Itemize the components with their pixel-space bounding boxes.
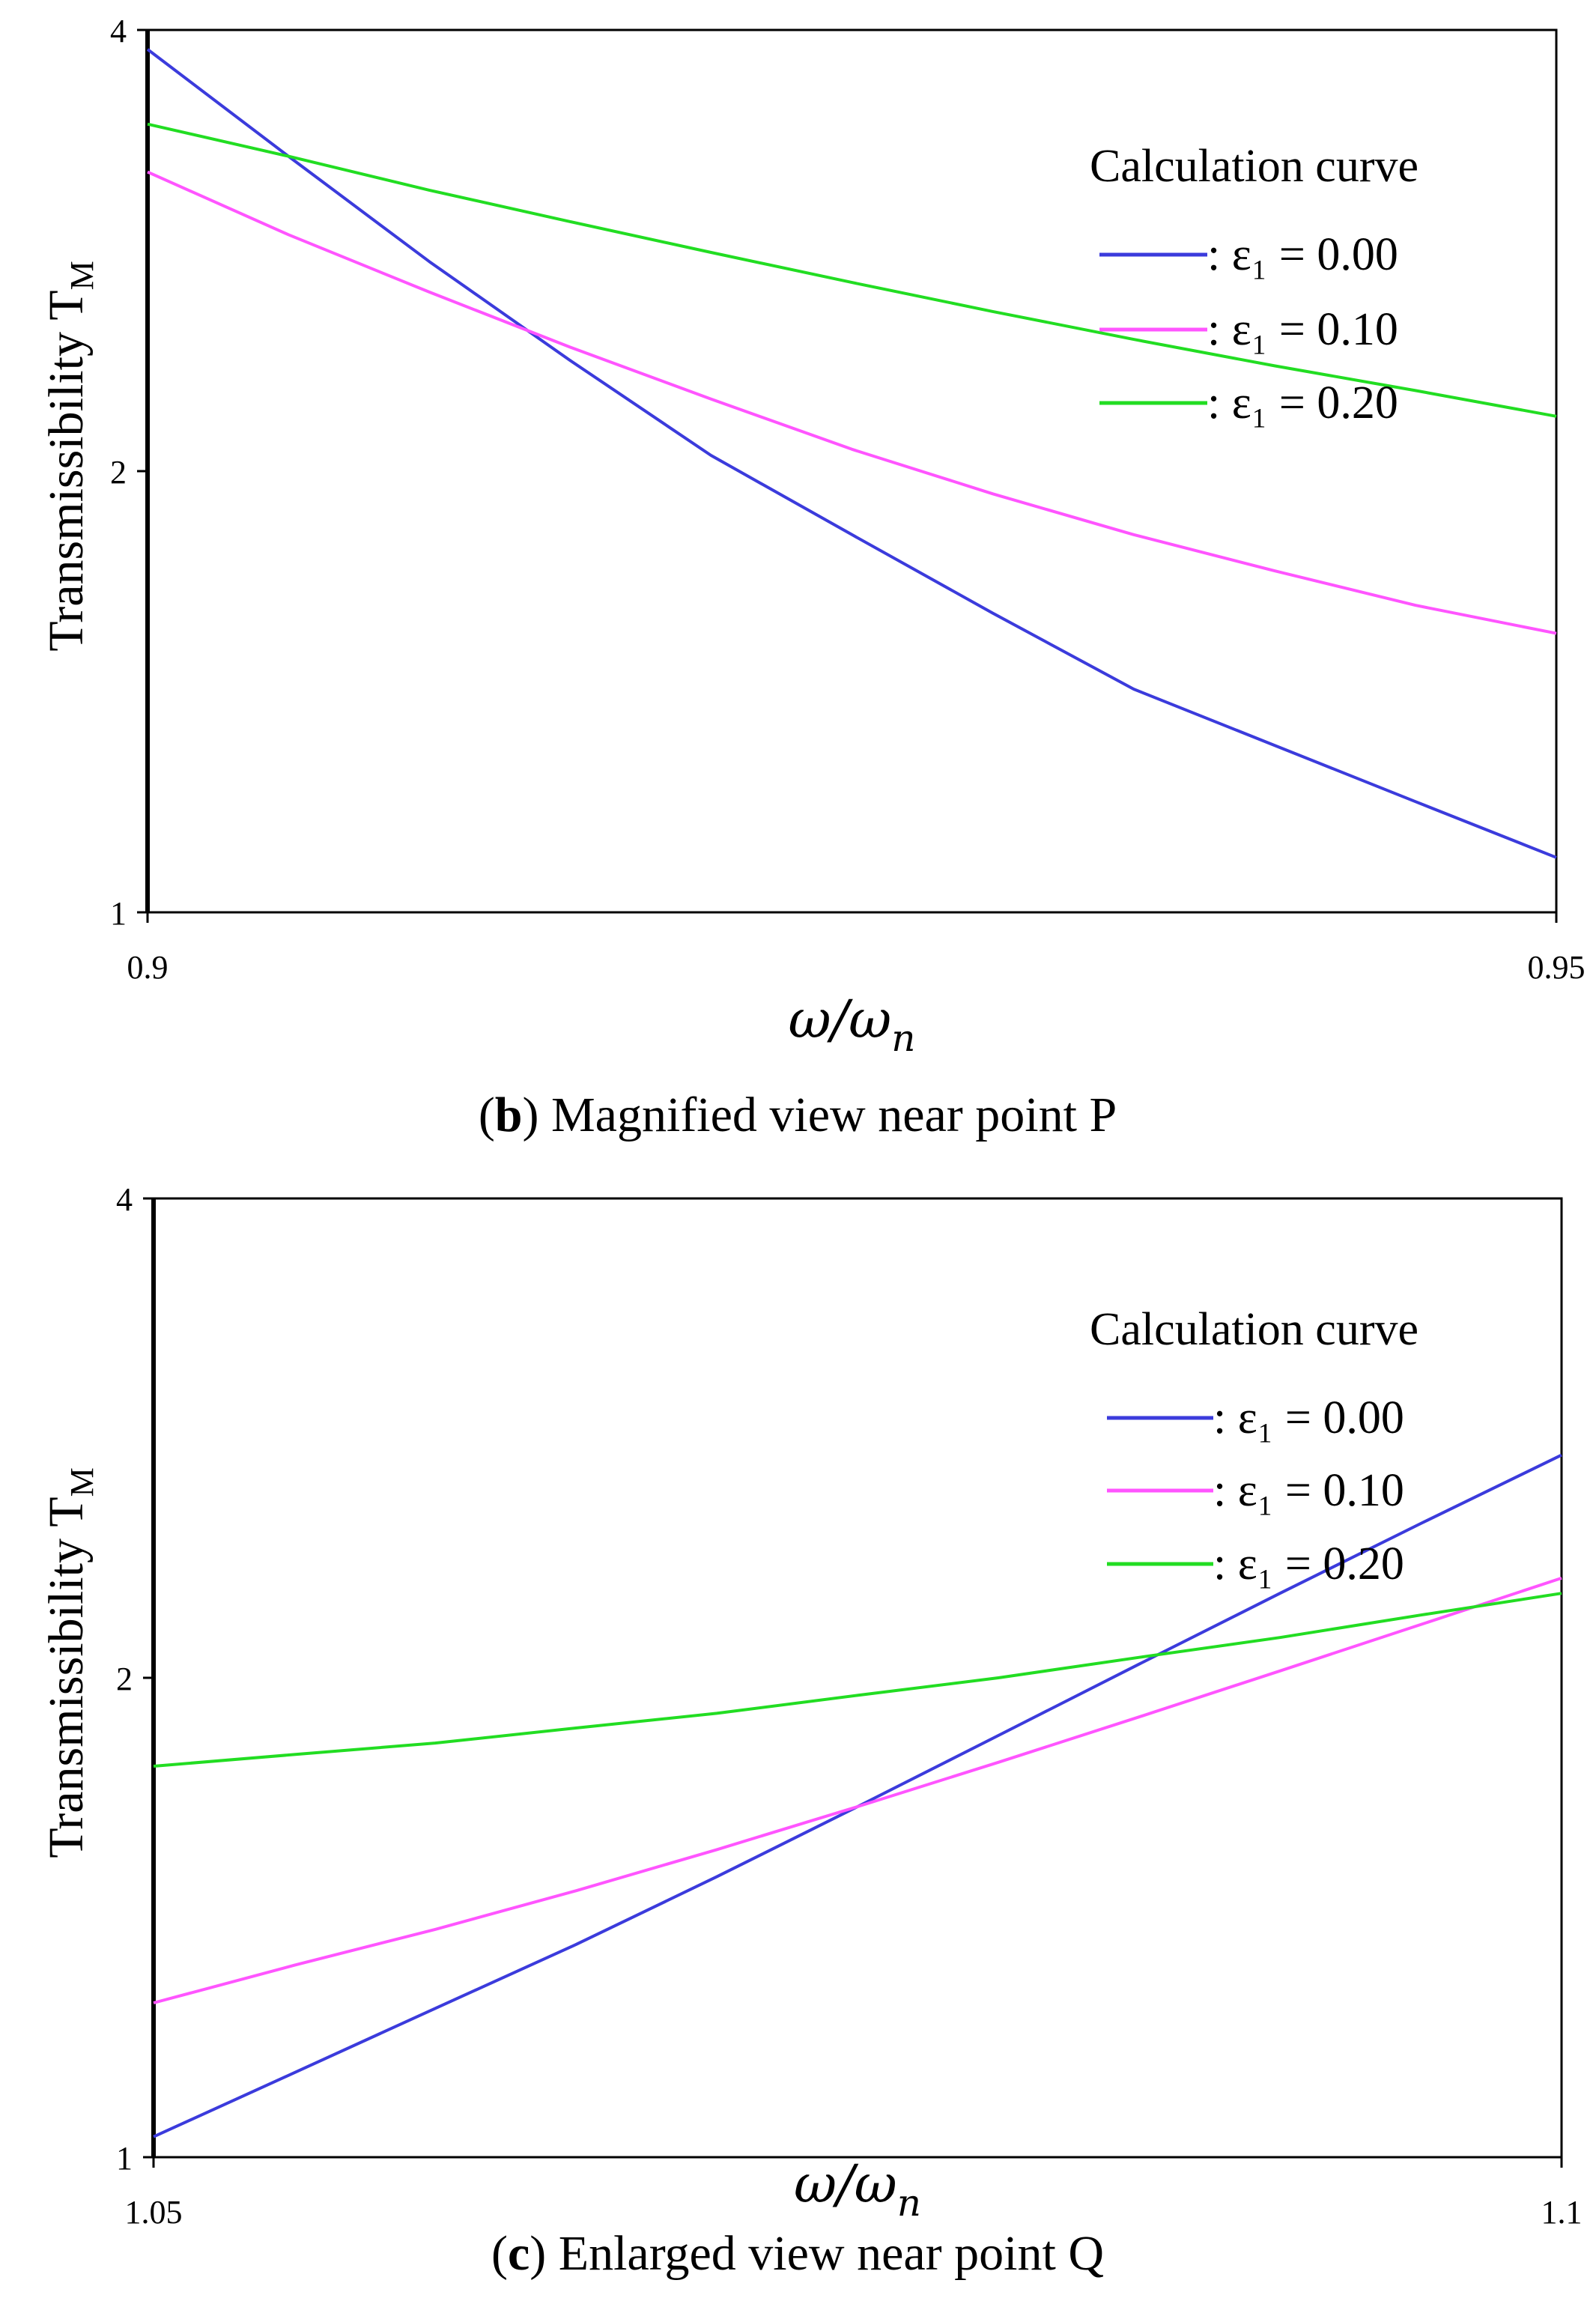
caption-close-paren: ) <box>523 1088 551 1142</box>
y-axis-label-text: Transmissibility T <box>39 1497 94 1858</box>
legend-entry-2: : ε₁ = 0.20 <box>1207 378 1398 428</box>
y-tick-label: 2 <box>110 454 127 491</box>
y-tick-label: 1 <box>116 2140 133 2177</box>
legend-entry-2: : ε₁ = 0.20 <box>1213 1538 1404 1589</box>
x-axis-label-text: ω/ω <box>789 989 892 1050</box>
y-axis-label-subscript: M <box>64 261 100 290</box>
y-tick-label: 1 <box>110 895 127 932</box>
y-axis-label: Transmissibility TM <box>39 261 100 651</box>
x-axis-label-subscript: n <box>891 1016 915 1060</box>
caption-text: Enlarged view near point Q <box>559 2226 1104 2281</box>
legend-entry-0: : ε₁ = 0.00 <box>1207 229 1398 280</box>
x-axis-label: ω/ωn <box>794 2153 921 2225</box>
y-tick-label: 4 <box>116 1181 133 1218</box>
series-line-2 <box>153 1592 1562 1768</box>
caption-letter: b <box>495 1088 523 1142</box>
x-tick-label: 1.05 <box>125 2194 183 2231</box>
legend: Calculation curve : ε₁ = 0.00 : ε₁ = 0.10:… <box>1090 1304 1419 1589</box>
x-tick-label: 0.9 <box>127 949 169 986</box>
legend-title: Calculation curve <box>1090 141 1419 192</box>
series-line-1 <box>153 1577 1562 2004</box>
y-axis-label-subscript: M <box>64 1467 100 1497</box>
x-tick-label: 0.95 <box>1528 949 1586 986</box>
caption-open-paren: ( <box>491 2226 508 2281</box>
figure-caption: (b) Magnified view near point P <box>479 1088 1117 1142</box>
caption-open-paren: ( <box>479 1088 495 1142</box>
x-axis-label-text: ω/ω <box>794 2153 897 2215</box>
y-tick-label: 2 <box>116 1661 133 1697</box>
legend-entry-1: : ε₁ = 0.10 <box>1207 304 1398 355</box>
x-axis-label: ω/ωn <box>789 989 916 1060</box>
legend: Calculation curve : ε₁ = 0.00 : ε₁ = 0.10:… <box>1090 141 1419 428</box>
x-axis-label-subscript: n <box>897 2181 921 2225</box>
x-tick-label: 1.1 <box>1541 2194 1583 2231</box>
y-axis-label-text: Transmissibility T <box>39 290 94 651</box>
caption-text: Magnified view near point P <box>551 1088 1117 1142</box>
caption-letter: c <box>508 2226 530 2281</box>
y-tick-label: 4 <box>110 13 127 49</box>
y-axis-label: Transmissibility TM <box>39 1467 100 1858</box>
caption-close-paren: ) <box>530 2226 558 2281</box>
legend-title: Calculation curve <box>1090 1304 1419 1355</box>
figure-caption: (c) Enlarged view near point Q <box>491 2226 1104 2281</box>
legend-entry-1: : ε₁ = 0.10 <box>1213 1465 1404 1516</box>
legend-entry-0: : ε₁ = 0.00 <box>1213 1392 1404 1443</box>
